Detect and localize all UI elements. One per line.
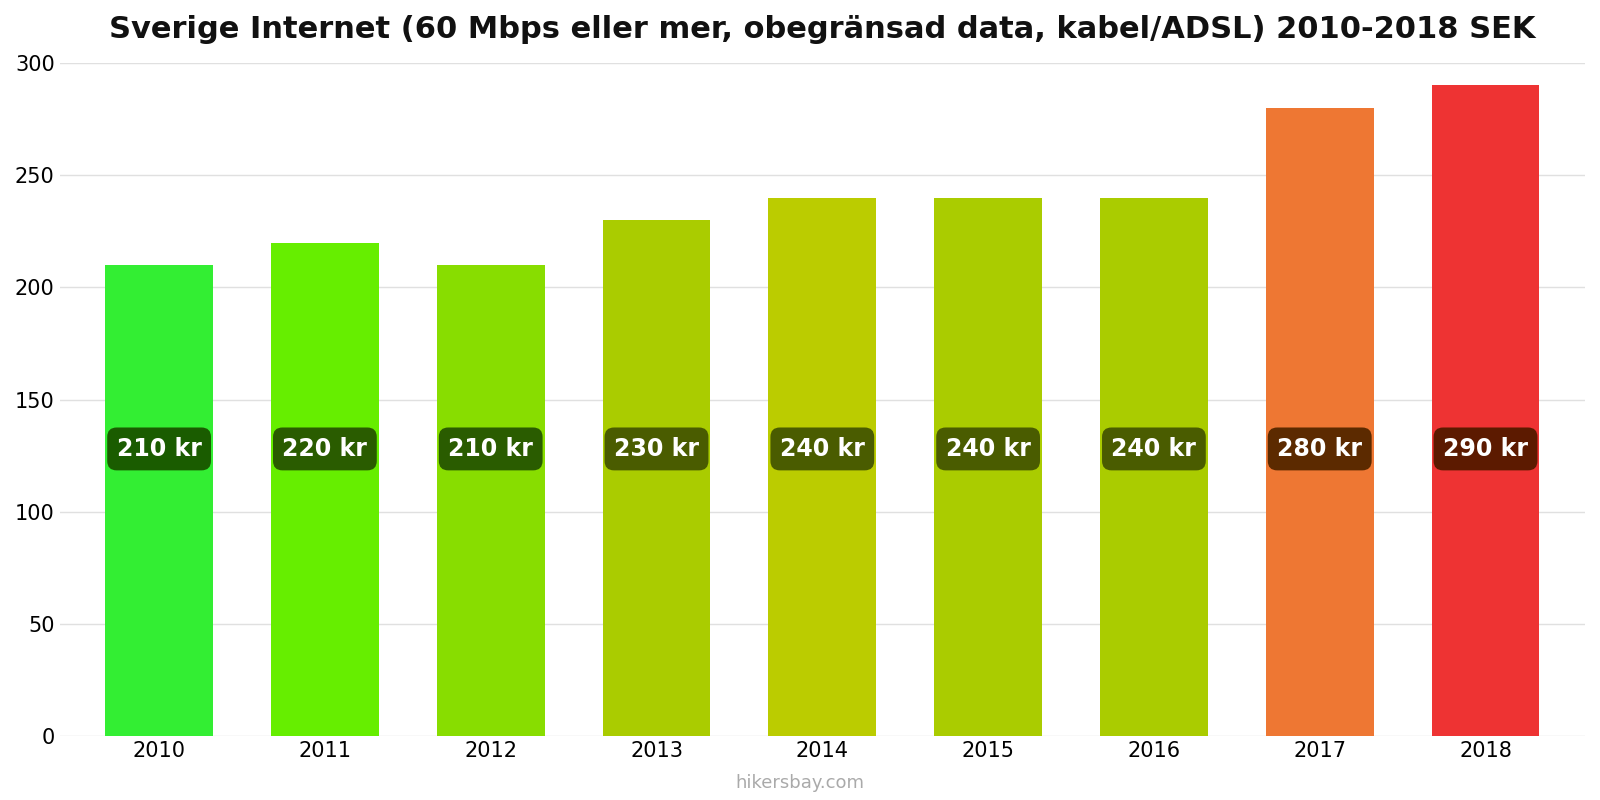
Text: 220 kr: 220 kr: [283, 437, 368, 461]
Text: 240 kr: 240 kr: [1112, 437, 1197, 461]
Text: 290 kr: 290 kr: [1443, 437, 1528, 461]
Bar: [1266, 108, 1374, 736]
Bar: [603, 220, 710, 736]
Bar: [437, 265, 544, 736]
Text: 210 kr: 210 kr: [448, 437, 533, 461]
Text: hikersbay.com: hikersbay.com: [736, 774, 864, 792]
Text: 280 kr: 280 kr: [1277, 437, 1362, 461]
Bar: [768, 198, 877, 736]
Bar: [1101, 198, 1208, 736]
Text: 240 kr: 240 kr: [779, 437, 864, 461]
Text: 240 kr: 240 kr: [946, 437, 1030, 461]
Bar: [934, 198, 1042, 736]
Text: 210 kr: 210 kr: [117, 437, 202, 461]
Bar: [106, 265, 213, 736]
Text: 230 kr: 230 kr: [614, 437, 699, 461]
Title: Sverige Internet (60 Mbps eller mer, obegränsad data, kabel/ADSL) 2010-2018 SEK: Sverige Internet (60 Mbps eller mer, obe…: [109, 15, 1536, 44]
Bar: [270, 242, 379, 736]
Bar: [1432, 86, 1539, 736]
